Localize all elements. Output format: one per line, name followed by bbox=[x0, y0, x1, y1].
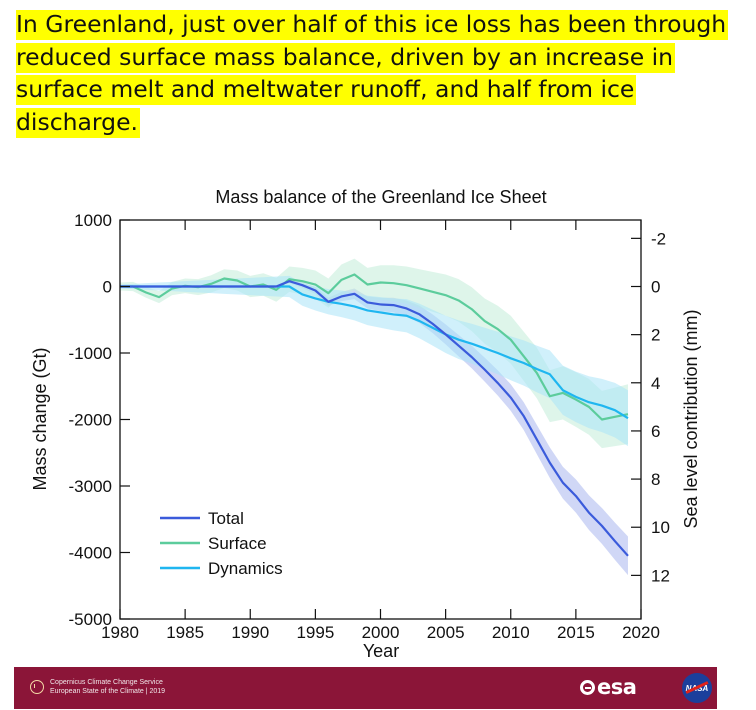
x-tick-label: 2015 bbox=[557, 623, 595, 642]
y2-axis-label: Sea level contribution (mm) bbox=[681, 309, 701, 528]
y-axis-label: Mass change (Gt) bbox=[30, 347, 50, 490]
y2-tick-label: 2 bbox=[651, 326, 660, 345]
x-tick-label: 1990 bbox=[231, 623, 269, 642]
c3s-line-2: European State of the Climate | 2019 bbox=[50, 688, 166, 695]
y-tick-label: -3000 bbox=[69, 477, 112, 496]
total-uncertainty-band bbox=[120, 279, 628, 576]
y2-tick-label: 12 bbox=[651, 566, 670, 585]
legend-label-dynamics: Dynamics bbox=[208, 559, 283, 578]
legend: Total Surface Dynamics bbox=[160, 509, 283, 578]
x-axis: 1980 1985 1990 1995 2000 2005 2010 2015 2020 bbox=[101, 220, 660, 642]
x-axis-label: Year bbox=[363, 641, 399, 661]
nasa-logo-icon: NASA bbox=[682, 673, 712, 703]
greenland-mass-balance-chart: Mass balance of the Greenland Ice Sheet … bbox=[30, 187, 701, 661]
series-lines bbox=[120, 273, 629, 557]
y-tick-label: -2000 bbox=[69, 411, 112, 430]
c3s-credit: Copernicus Climate Change Service Europe… bbox=[30, 678, 165, 696]
total-series-line bbox=[120, 280, 629, 557]
y-tick-label: -4000 bbox=[69, 544, 112, 563]
y-tick-label: -5000 bbox=[69, 610, 112, 629]
y2-tick-label: 10 bbox=[651, 518, 670, 537]
c3s-line-1: Copernicus Climate Change Service bbox=[50, 679, 163, 686]
x-tick-label: 1980 bbox=[101, 623, 139, 642]
y2-tick-label: 0 bbox=[651, 278, 660, 297]
y-axis: 1000 0 -1000 -2000 -3000 -4000 -5000 bbox=[69, 211, 130, 629]
x-tick-label: 2010 bbox=[492, 623, 530, 642]
y2-tick-label: 4 bbox=[651, 374, 660, 393]
x-tick-label: 1985 bbox=[166, 623, 204, 642]
x-tick-label: 2020 bbox=[622, 623, 660, 642]
y2-tick-label: 8 bbox=[651, 470, 660, 489]
y-tick-label: 0 bbox=[103, 278, 112, 297]
legend-label-surface: Surface bbox=[208, 534, 267, 553]
caption: In Greenland, just over half of this ice… bbox=[16, 8, 741, 138]
esa-label: esa bbox=[597, 675, 637, 699]
esa-logo: esa bbox=[580, 675, 637, 699]
x-tick-label: 2005 bbox=[427, 623, 465, 642]
footer-bar: Copernicus Climate Change Service Europe… bbox=[14, 667, 717, 709]
x-tick-label: 1995 bbox=[296, 623, 334, 642]
y2-axis: -2 0 2 4 6 8 10 12 bbox=[631, 229, 670, 585]
legend-label-total: Total bbox=[208, 509, 244, 528]
y-tick-label: 1000 bbox=[74, 211, 112, 230]
esa-logo-icon bbox=[580, 679, 595, 695]
y-tick-label: -1000 bbox=[69, 344, 112, 363]
x-tick-label: 2000 bbox=[362, 623, 400, 642]
chart-title: Mass balance of the Greenland Ice Sheet bbox=[215, 187, 546, 207]
y2-tick-label: 6 bbox=[651, 422, 660, 441]
uncertainty-bands bbox=[120, 258, 628, 576]
nasa-label: NASA bbox=[685, 683, 709, 693]
c3s-logo-icon bbox=[30, 680, 44, 694]
caption-text: In Greenland, just over half of this ice… bbox=[16, 10, 729, 138]
y2-tick-label: -2 bbox=[651, 229, 666, 248]
